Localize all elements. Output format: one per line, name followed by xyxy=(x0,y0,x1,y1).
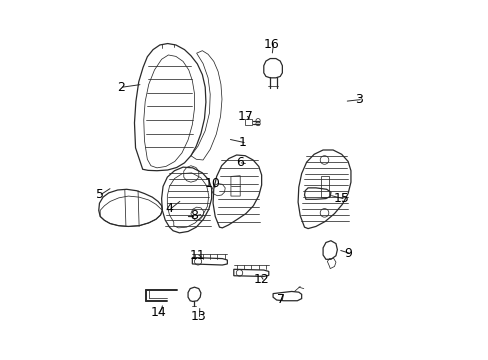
Text: 14: 14 xyxy=(151,306,166,319)
Text: 17: 17 xyxy=(238,110,253,123)
Text: 9: 9 xyxy=(344,247,351,260)
Text: 15: 15 xyxy=(333,192,349,205)
Text: 13: 13 xyxy=(190,310,205,323)
Text: 12: 12 xyxy=(253,273,269,286)
Text: 3: 3 xyxy=(354,93,362,106)
Text: 16: 16 xyxy=(264,38,279,51)
Text: 2: 2 xyxy=(117,81,125,94)
Text: 10: 10 xyxy=(204,177,220,190)
Text: 7: 7 xyxy=(276,293,285,306)
Text: 4: 4 xyxy=(165,202,173,215)
Text: 8: 8 xyxy=(190,209,198,222)
Text: 1: 1 xyxy=(238,136,246,149)
Text: 6: 6 xyxy=(235,156,244,169)
Text: 11: 11 xyxy=(189,248,205,261)
Text: 5: 5 xyxy=(96,188,103,201)
